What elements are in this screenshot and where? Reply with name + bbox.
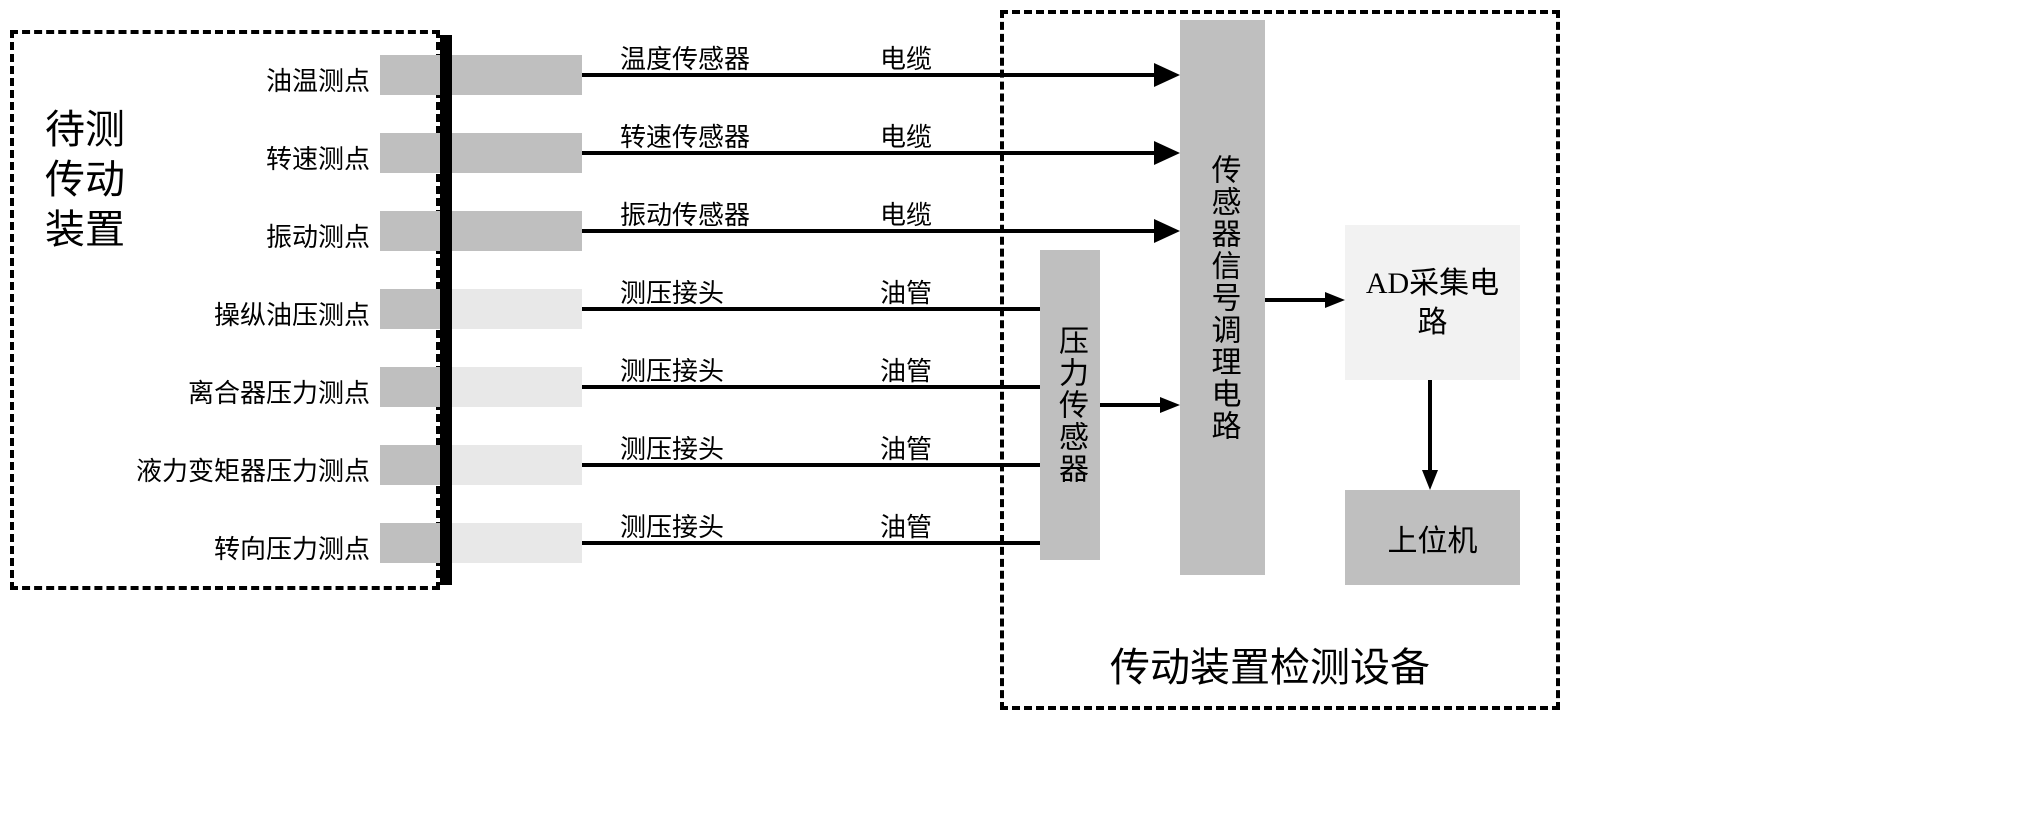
- sensor-label: 振动传感器: [620, 195, 750, 232]
- sensor-label: 温度传感器: [620, 39, 750, 76]
- host-label: 上位机: [1388, 516, 1478, 560]
- right-title: 传动装置检测设备: [1110, 635, 1430, 693]
- arrow-ad-to-host: [1420, 380, 1440, 490]
- connector-block: [452, 445, 582, 485]
- host-block: 上位机: [1345, 490, 1520, 585]
- connector-block: [452, 211, 582, 251]
- medium-label: 油管: [880, 351, 932, 388]
- measure-block-left: [380, 211, 440, 251]
- measure-point-label: 液力变矩器压力测点: [136, 451, 370, 488]
- connector-block: [452, 55, 582, 95]
- connector-block: [452, 133, 582, 173]
- medium-label: 油管: [880, 273, 932, 310]
- arrow-cond-to-ad: [1265, 290, 1345, 310]
- ad-block: AD采集电路: [1345, 225, 1520, 380]
- measure-block-left: [380, 133, 440, 173]
- medium-label: 油管: [880, 429, 932, 466]
- medium-label: 电缆: [880, 195, 932, 232]
- measure-point-label: 转向压力测点: [214, 529, 370, 566]
- conditioning-block: 传感器信号调理电路: [1180, 20, 1265, 575]
- connector-block: [452, 523, 582, 563]
- conditioning-label: 传感器信号调理电路: [1201, 154, 1245, 442]
- measure-point-label: 油温测点: [266, 61, 370, 98]
- sensor-label: 测压接头: [620, 429, 724, 466]
- connector-block: [452, 289, 582, 329]
- sensor-label: 转速传感器: [620, 117, 750, 154]
- arrow-pressure-to-cond: [1100, 395, 1180, 415]
- measure-point-label: 振动测点: [266, 217, 370, 254]
- left-title: 待测传动装置: [45, 105, 125, 255]
- medium-label: 电缆: [880, 117, 932, 154]
- measure-point-label: 离合器压力测点: [188, 373, 370, 410]
- medium-label: 电缆: [880, 39, 932, 76]
- sensor-label: 测压接头: [620, 351, 724, 388]
- measure-point-label: 操纵油压测点: [214, 295, 370, 332]
- medium-label: 油管: [880, 507, 932, 544]
- ad-label: AD采集电路: [1363, 264, 1503, 342]
- connector-block: [452, 367, 582, 407]
- measure-block-left: [380, 523, 440, 563]
- sensor-label: 测压接头: [620, 273, 724, 310]
- pressure-sensor-label: 压力传感器: [1048, 325, 1092, 485]
- pressure-sensor-block: 压力传感器: [1040, 250, 1100, 560]
- measure-block-left: [380, 367, 440, 407]
- measure-block-left: [380, 55, 440, 95]
- measure-block-left: [380, 289, 440, 329]
- measure-block-left: [380, 445, 440, 485]
- measure-point-label: 转速测点: [266, 139, 370, 176]
- vertical-bar: [440, 35, 452, 585]
- sensor-label: 测压接头: [620, 507, 724, 544]
